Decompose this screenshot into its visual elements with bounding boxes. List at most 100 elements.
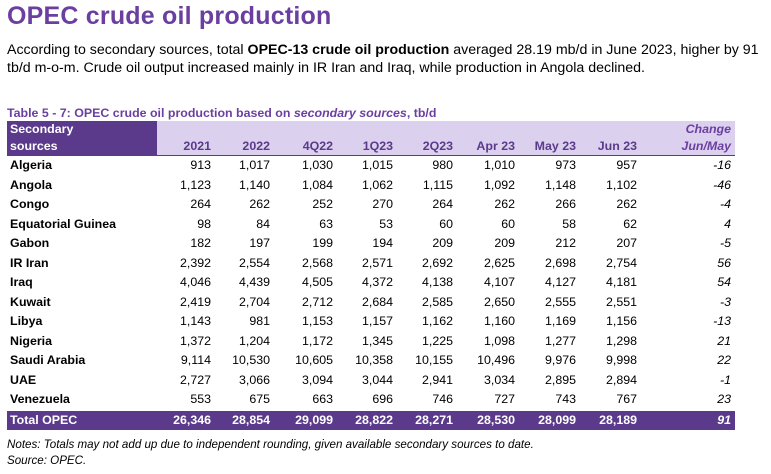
production-value: 63: [319, 216, 333, 231]
production-value: 973: [555, 158, 576, 172]
production-value: 10,605: [295, 353, 333, 367]
production-value: 1,148: [544, 177, 576, 192]
intro-text-bold: OPEC-13 crude oil production: [247, 42, 450, 58]
country-name: Congo: [10, 197, 50, 211]
table-row: Venezuela 553 675 663 696 746 727 743 767 23: [7, 390, 735, 410]
production-value: 743: [555, 392, 576, 406]
production-value: 4,372: [361, 275, 393, 289]
production-value: 1,204: [238, 333, 270, 348]
production-table: Secondary Change sources 2021 2022 4Q22 1Q2…: [7, 121, 735, 430]
column-header: 1Q23: [337, 138, 397, 156]
production-value: 913: [190, 158, 211, 172]
table-header: Secondary Change sources 2021 2022 4Q22 1Q2…: [7, 121, 735, 156]
change-value: -1: [719, 372, 731, 387]
change-value: 54: [717, 275, 731, 289]
intro-paragraph: According to secondary sources, total OP…: [7, 42, 763, 77]
production-value: 4,138: [421, 275, 453, 289]
production-value: 1,102: [605, 177, 637, 192]
total-value: 28,271: [397, 409, 457, 430]
production-value: 980: [432, 158, 453, 172]
table-row: Angola 1,123 1,140 1,084 1,062 1,115 1,092 1,14…: [7, 176, 735, 196]
production-value: 209: [494, 236, 515, 250]
production-value: 2,704: [238, 294, 270, 309]
production-value: 1,225: [421, 333, 453, 348]
column-header: 2022: [215, 138, 274, 156]
change-value: 22: [717, 353, 731, 367]
notes: Notes: Totals may not add up due to inde…: [7, 437, 534, 468]
production-value: 2,692: [421, 255, 453, 270]
change-value: -16: [713, 158, 731, 172]
production-value: 2,555: [544, 294, 576, 309]
production-value: 84: [256, 216, 270, 231]
country-name: Angola: [10, 177, 52, 192]
production-value: 270: [372, 197, 393, 211]
production-value: 3,094: [301, 372, 333, 387]
production-value: 212: [555, 236, 576, 250]
change-value: 21: [717, 333, 731, 348]
production-value: 727: [494, 392, 515, 406]
header-change-line2: Jun/May: [641, 138, 735, 156]
production-value: 746: [432, 392, 453, 406]
production-value: 262: [494, 197, 515, 211]
change-value: -4: [719, 197, 731, 211]
table-body: Algeria 913 1,017 1,030 1,015 980 1,010 973 957 -…: [7, 156, 735, 411]
column-header: May 23: [519, 138, 580, 156]
production-value: 675: [249, 392, 270, 406]
production-value: 10,530: [232, 353, 270, 367]
production-value: 58: [562, 216, 576, 231]
total-value: 28,530: [457, 409, 519, 430]
table-row: UAE 2,727 3,066 3,094 3,044 2,941 3,034 2,895 2,…: [7, 371, 735, 391]
header-change-line1: Change: [641, 121, 735, 138]
country-name: Venezuela: [10, 392, 70, 406]
column-header: Jun 23: [580, 138, 641, 156]
production-value: 2,941: [421, 372, 453, 387]
change-value: -3: [719, 294, 731, 309]
country-name: UAE: [10, 372, 37, 387]
source-line: Source: OPEC.: [7, 453, 87, 467]
total-label: Total OPEC: [7, 409, 157, 430]
production-value: 2,392: [179, 255, 211, 270]
country-name: IR Iran: [10, 255, 49, 270]
production-value: 2,551: [605, 294, 637, 309]
production-value: 266: [555, 197, 576, 211]
production-value: 2,895: [544, 372, 576, 387]
table-caption: Table 5 - 7: OPEC crude oil production b…: [7, 106, 436, 120]
production-value: 1,017: [238, 158, 270, 172]
production-value: 60: [439, 216, 453, 231]
production-value: 3,034: [483, 372, 515, 387]
production-value: 1,277: [544, 333, 576, 348]
production-value: 264: [190, 197, 211, 211]
production-value: 262: [616, 197, 637, 211]
table-row: Gabon 182 197 199 194 209 209 212 207 -5: [7, 234, 735, 254]
production-value: 182: [190, 236, 211, 250]
production-value: 60: [501, 216, 515, 231]
production-value: 252: [312, 197, 333, 211]
production-value: 53: [379, 216, 393, 231]
intro-text-2: averaged 28.19 mb/d in June 2023, higher…: [7, 42, 759, 76]
production-value: 3,066: [238, 372, 270, 387]
table-row: Saudi Arabia 9,114 10,530 10,605 10,358 10,15…: [7, 351, 735, 371]
production-value: 10,155: [415, 353, 453, 367]
production-value: 1,169: [544, 314, 576, 328]
table-row: IR Iran 2,392 2,554 2,568 2,571 2,692 2,625 2,6…: [7, 254, 735, 274]
production-value: 1,084: [301, 177, 333, 192]
production-value: 264: [432, 197, 453, 211]
header-spacer: [157, 121, 641, 138]
column-header: 4Q22: [274, 138, 337, 156]
production-value: 1,140: [238, 177, 270, 192]
production-value: 4,181: [605, 275, 637, 289]
production-value: 1,010: [483, 158, 515, 172]
caption-suffix: , tb/d: [406, 106, 437, 120]
change-value: 56: [717, 255, 731, 270]
production-value: 2,684: [361, 294, 393, 309]
production-value: 2,712: [301, 294, 333, 309]
production-value: 1,115: [422, 177, 453, 192]
production-value: 2,568: [301, 255, 333, 270]
table-footer: Total OPEC 26,346 28,854 29,099 28,822 28,271…: [7, 409, 735, 430]
production-value: 1,372: [179, 333, 211, 348]
production-value: 9,998: [605, 353, 637, 367]
total-value: 28,099: [519, 409, 580, 430]
change-value: 4: [724, 216, 731, 231]
production-value: 2,419: [179, 294, 211, 309]
production-value: 2,894: [605, 372, 637, 387]
